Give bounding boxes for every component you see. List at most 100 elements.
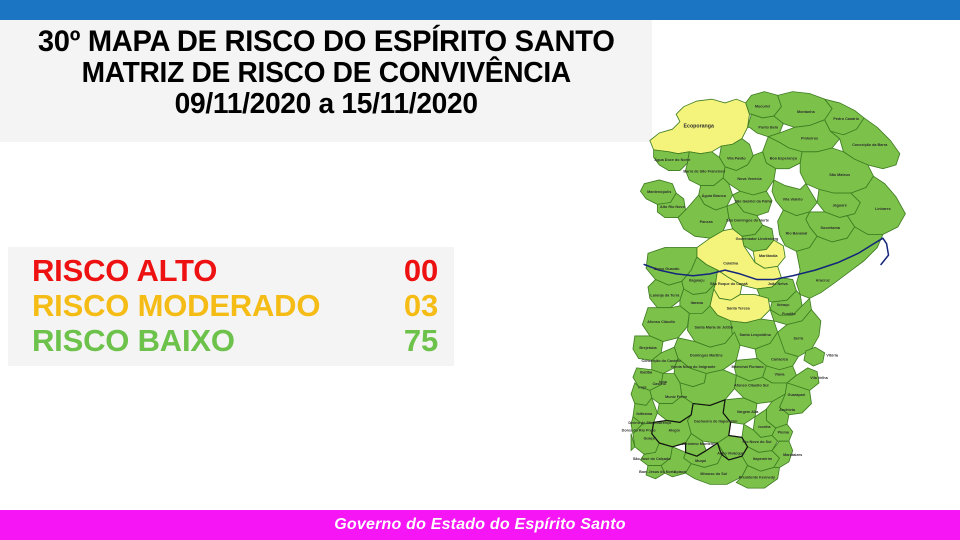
map-label-pancas: Pancas <box>700 220 713 224</box>
municipality-iuna[interactable] <box>649 373 683 404</box>
map-label-muniz-freire: Muniz Freire <box>665 395 687 399</box>
legend-label-risco-alto: RISCO ALTO <box>32 253 218 288</box>
map-label-guacui: Guaçuí <box>644 436 658 440</box>
municipality-agua-doce-do-norte[interactable] <box>653 149 690 171</box>
rio-doce-river <box>643 237 890 281</box>
map-label-ibiracu: Ibiraçu <box>777 303 790 307</box>
title-panel: 30º MAPA DE RISCO DO ESPÍRITO SANTO MATR… <box>0 20 652 142</box>
municipality-fundao[interactable] <box>769 297 812 326</box>
municipality-divino-de-sao-lourenco[interactable] <box>630 415 643 435</box>
map-label-rio-bananal: Rio Bananal <box>786 231 808 235</box>
map-label-anchieta: Anchieta <box>779 408 796 412</box>
map-label-governador-lindenberg: Governador Lindenberg <box>736 237 779 241</box>
map-label-sooretama: Sooretama <box>821 226 841 230</box>
map-label-sao-jose-do-calcado: São José do Calçado <box>633 457 671 461</box>
map-label-linhares: Linhares <box>875 207 891 211</box>
page-title-line-1: 30º MAPA DE RISCO DO ESPÍRITO SANTO <box>37 25 615 58</box>
map-label-marilandia: Marilândia <box>759 254 778 258</box>
map-label-ibatiba: Ibatiba <box>640 370 653 374</box>
legend-count-risco-alto: 00 <box>403 253 438 288</box>
map-label-mantenopolis: Mantenópolis <box>647 190 671 194</box>
map-label-ecoporanga: Ecoporanga <box>684 123 714 129</box>
legend-count-risco-moderado: 03 <box>403 288 438 323</box>
legend-label-risco-baixo: RISCO BAIXO <box>32 323 235 358</box>
map-label-santa-leopoldina: Santa Leopoldina <box>739 333 771 337</box>
map-label-bom-jesus-do-norte: Bom Jesus do Norte <box>639 470 675 474</box>
map-label-colatina: Colatina <box>723 262 739 266</box>
map-label-baixo-guandu: Baixo Guandu <box>654 267 680 271</box>
map-label-apiaca: Apiacá <box>674 470 687 474</box>
map-label-jaguare: Jaguaré <box>832 203 846 207</box>
map-label-presidente-kennedy: Presidente Kennedy <box>739 476 776 480</box>
municipality-nova-venecia[interactable] <box>722 151 777 196</box>
map-label-jeronimo-monteiro: Jerônimo Monteiro <box>682 442 716 446</box>
map-label-montanha: Montanha <box>797 110 816 114</box>
map-label-alegre: Alegre <box>668 429 680 433</box>
page-title-line-3: 09/11/2020 a 15/11/2020 <box>174 87 478 120</box>
map-label-cariacica: Cariacica <box>771 357 789 361</box>
map-label-laranja-da-terra: Laranja da Terra <box>650 293 680 297</box>
map-label-layer: Ecoporanga Mucurici Montanha Pedro Canár… <box>622 105 891 480</box>
map-label-sao-roque-do-canaa: São Roque do Canaã <box>710 282 748 286</box>
footer-bar: Governo do Estado do Espírito Santo <box>0 510 960 540</box>
map-label-aguia-branca: Águia Branca <box>702 193 727 198</box>
legend-row-risco-alto: RISCO ALTO 00 <box>8 253 454 288</box>
map-label-aracruz: Aracruz <box>816 278 830 282</box>
top-accent-bar <box>0 0 960 20</box>
map-label-pedro-canario: Pedro Canário <box>833 117 859 121</box>
municipality-dores-do-rio-preto[interactable] <box>630 433 636 452</box>
legend-label-risco-moderado: RISCO MODERADO <box>32 288 321 323</box>
map-label-sao-gabriel-da-palha: São Gabriel da Palha <box>735 200 773 204</box>
map-label-itapemirim: Itapemirim <box>753 457 773 461</box>
map-label-alto-rio-novo: Alto Rio Novo <box>660 205 685 209</box>
map-label-boa-esperanca: Boa Esperança <box>770 156 798 160</box>
highlighted-region-outline <box>651 399 749 461</box>
map-label-ponto-belo: Ponto Belo <box>758 125 778 129</box>
map-label-santa-teresa: Santa Teresa <box>727 307 751 311</box>
municipality-aracruz[interactable] <box>795 226 884 299</box>
map-label-dores-do-rio-preto: Dores do Rio Preto <box>622 429 657 433</box>
municipality-presidente-kennedy[interactable] <box>735 465 781 489</box>
map-label-mimoso-do-sul: Mimoso do Sul <box>700 472 727 476</box>
map-label-muqui: Muqui <box>695 459 706 463</box>
map-label-vargem-alta: Vargem Alta <box>737 410 759 414</box>
municipality-apiaca[interactable] <box>660 446 692 478</box>
municipality-laranja-da-terra[interactable] <box>647 279 685 309</box>
map-label-barra-de-sao-francisco: Barra de São Francisco <box>683 169 726 173</box>
map-label-sao-domingos-do-norte: São Domingos do Norte <box>726 218 769 222</box>
map-label-vila-velha: Vila Velha <box>810 376 828 380</box>
municipality-marataizes[interactable] <box>771 440 794 468</box>
map-label-vila-pavao: Vila Pavão <box>727 156 746 160</box>
map-label-venda-nova-do-imigrante: Venda Nova do Imigrante <box>671 365 716 369</box>
map-municipality-shapes <box>630 91 906 489</box>
map-label-joao-neiva: João Neiva <box>768 282 789 286</box>
map-label-brejetuba: Brejetuba <box>639 346 657 350</box>
map-label-agua-doce-do-norte: Água Doce do Norte <box>654 157 690 162</box>
map-label-conceicao-da-barra: Conceição da Barra <box>852 143 888 147</box>
map-label-viana: Viana <box>775 372 786 376</box>
map-label-ibitirama: Ibitirama <box>636 412 653 416</box>
municipality-conceicao-da-barra[interactable] <box>829 117 901 170</box>
page-title-line-2: MATRIZ DE RISCO DE CONVIVÊNCIA <box>81 56 571 89</box>
municipality-pancas[interactable] <box>677 194 730 239</box>
map-label-itaguacu: Itaguaçu <box>689 278 705 282</box>
map-label-irupi: Irupi <box>638 386 646 390</box>
map-label-castelo: Castelo <box>652 382 666 386</box>
map-label-marataizes: Marataízes <box>783 453 802 457</box>
map-label-domingos-martins: Domingos Martins <box>690 354 723 358</box>
footer-text: Governo do Estado do Espírito Santo <box>334 516 626 533</box>
map-label-santa-maria-de-jetiba: Santa Maria de Jetibá <box>695 325 734 329</box>
map-label-iconha: Iconha <box>758 425 771 429</box>
municipality-linhares[interactable] <box>846 175 906 235</box>
municipality-bom-jesus-do-norte[interactable] <box>645 465 666 480</box>
municipality-vitoria[interactable] <box>803 346 826 367</box>
map-label-conceicao-do-castelo: Conceição do Castelo <box>642 359 682 363</box>
map-label-vitoria: Vitória <box>826 354 839 358</box>
map-label-alfredo-chaves: Afonso Cláudio Sul <box>734 384 769 388</box>
legend-row-risco-moderado: RISCO MODERADO 03 <box>8 288 454 323</box>
map-label-itarana: Itarana <box>691 301 704 305</box>
map-label-divino-de-sao-lourenco: Divino de São Lourenço <box>628 421 672 425</box>
map-svg: Ecoporanga Mucurici Montanha Pedro Canár… <box>622 91 906 489</box>
map-label-mucurici: Mucurici <box>755 105 770 109</box>
espirito-santo-risk-map: Ecoporanga Mucurici Montanha Pedro Canár… <box>584 86 960 490</box>
